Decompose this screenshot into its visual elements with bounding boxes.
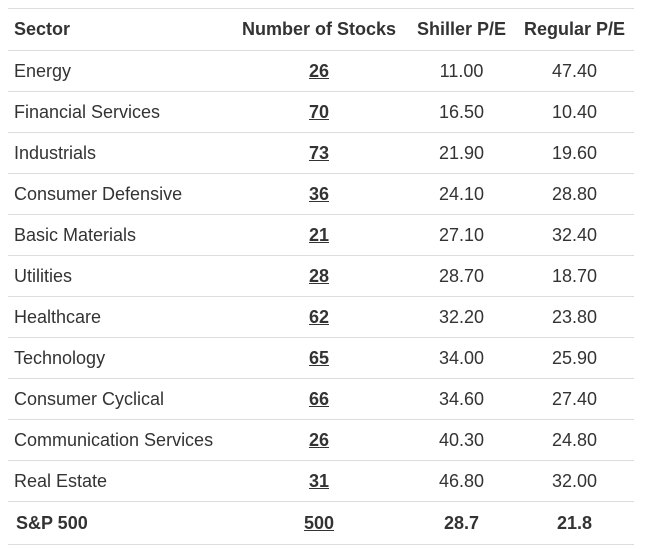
total-regular-pe: 21.8: [515, 501, 634, 545]
table-row: Financial Services 70 16.50 10.40: [8, 91, 634, 133]
sector-name: Communication Services: [8, 419, 230, 461]
regular-pe-value: 24.80: [515, 419, 634, 461]
table-row: Consumer Cyclical 66 34.60 27.40: [8, 378, 634, 420]
sector-name: Industrials: [8, 132, 230, 174]
table-row: Technology 65 34.00 25.90: [8, 337, 634, 379]
stock-count-cell: 28: [230, 255, 408, 297]
table-body: Energy 26 11.00 47.40 Financial Services…: [8, 50, 634, 502]
stock-count-cell: 62: [230, 296, 408, 338]
regular-pe-value: 18.70: [515, 255, 634, 297]
total-row: S&P 500 500 28.7 21.8: [8, 501, 634, 545]
sector-name: Healthcare: [8, 296, 230, 338]
regular-pe-value: 28.80: [515, 173, 634, 215]
sector-name: Consumer Defensive: [8, 173, 230, 215]
stock-count-cell: 31: [230, 460, 408, 502]
header-regular-pe: Regular P/E: [515, 8, 634, 51]
shiller-pe-value: 32.20: [408, 296, 515, 338]
sector-name: Basic Materials: [8, 214, 230, 256]
table-row: Healthcare 62 32.20 23.80: [8, 296, 634, 338]
total-label: S&P 500: [8, 501, 230, 545]
sector-pe-table: Sector Number of Stocks Shiller P/E Regu…: [8, 8, 634, 545]
stock-count-link[interactable]: 62: [308, 306, 330, 327]
stock-count-cell: 65: [230, 337, 408, 379]
shiller-pe-value: 21.90: [408, 132, 515, 174]
regular-pe-value: 23.80: [515, 296, 634, 338]
regular-pe-value: 32.40: [515, 214, 634, 256]
stock-count-cell: 66: [230, 378, 408, 420]
regular-pe-value: 25.90: [515, 337, 634, 379]
shiller-pe-value: 28.70: [408, 255, 515, 297]
stock-count-cell: 73: [230, 132, 408, 174]
total-stock-count-link[interactable]: 500: [303, 512, 335, 533]
header-sector: Sector: [8, 8, 230, 51]
table-footer: S&P 500 500 28.7 21.8: [8, 501, 634, 545]
stock-count-link[interactable]: 73: [308, 142, 330, 163]
table-row: Communication Services 26 40.30 24.80: [8, 419, 634, 461]
table-row: Real Estate 31 46.80 32.00: [8, 460, 634, 502]
shiller-pe-value: 16.50: [408, 91, 515, 133]
table-row: Utilities 28 28.70 18.70: [8, 255, 634, 297]
stock-count-cell: 36: [230, 173, 408, 215]
shiller-pe-value: 24.10: [408, 173, 515, 215]
header-row: Sector Number of Stocks Shiller P/E Regu…: [8, 8, 634, 51]
sector-name: Technology: [8, 337, 230, 379]
stock-count-link[interactable]: 21: [308, 224, 330, 245]
regular-pe-value: 19.60: [515, 132, 634, 174]
shiller-pe-value: 27.10: [408, 214, 515, 256]
stock-count-link[interactable]: 26: [308, 60, 330, 81]
stock-count-cell: 70: [230, 91, 408, 133]
stock-count-link[interactable]: 36: [308, 183, 330, 204]
sector-name: Financial Services: [8, 91, 230, 133]
table-row: Industrials 73 21.90 19.60: [8, 132, 634, 174]
sector-name: Utilities: [8, 255, 230, 297]
shiller-pe-value: 34.60: [408, 378, 515, 420]
table-header: Sector Number of Stocks Shiller P/E Regu…: [8, 8, 634, 51]
stock-count-link[interactable]: 70: [308, 101, 330, 122]
stock-count-cell: 26: [230, 419, 408, 461]
shiller-pe-value: 11.00: [408, 50, 515, 92]
stock-count-cell: 26: [230, 50, 408, 92]
stock-count-link[interactable]: 66: [308, 388, 330, 409]
stock-count-cell: 21: [230, 214, 408, 256]
total-shiller-pe: 28.7: [408, 501, 515, 545]
stock-count-link[interactable]: 31: [308, 470, 330, 491]
regular-pe-value: 32.00: [515, 460, 634, 502]
shiller-pe-value: 34.00: [408, 337, 515, 379]
sector-name: Consumer Cyclical: [8, 378, 230, 420]
sector-name: Real Estate: [8, 460, 230, 502]
total-stock-count-cell: 500: [230, 501, 408, 545]
shiller-pe-value: 46.80: [408, 460, 515, 502]
table-row: Basic Materials 21 27.10 32.40: [8, 214, 634, 256]
stock-count-link[interactable]: 28: [308, 265, 330, 286]
stock-count-link[interactable]: 26: [308, 429, 330, 450]
table-row: Energy 26 11.00 47.40: [8, 50, 634, 92]
sector-name: Energy: [8, 50, 230, 92]
shiller-pe-value: 40.30: [408, 419, 515, 461]
table-row: Consumer Defensive 36 24.10 28.80: [8, 173, 634, 215]
header-number-of-stocks: Number of Stocks: [230, 8, 408, 51]
regular-pe-value: 27.40: [515, 378, 634, 420]
regular-pe-value: 10.40: [515, 91, 634, 133]
stock-count-link[interactable]: 65: [308, 347, 330, 368]
header-shiller-pe: Shiller P/E: [408, 8, 515, 51]
regular-pe-value: 47.40: [515, 50, 634, 92]
